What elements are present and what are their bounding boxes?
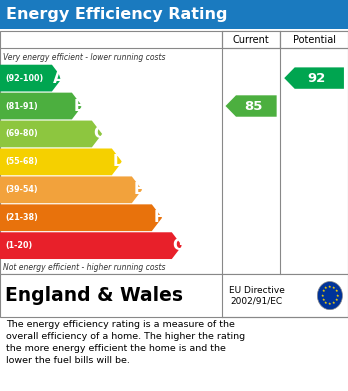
Text: (92-100): (92-100): [5, 74, 44, 83]
Bar: [0, 0, 348, 29]
Text: Potential: Potential: [293, 35, 335, 45]
Text: ★: ★: [321, 298, 325, 302]
Circle shape: [317, 282, 342, 310]
Text: ★: ★: [320, 294, 324, 298]
Text: (1-20): (1-20): [5, 241, 32, 250]
Polygon shape: [0, 176, 142, 203]
Text: (39-54): (39-54): [5, 185, 38, 194]
Text: ★: ★: [335, 298, 339, 302]
Text: ★: ★: [321, 289, 325, 293]
Text: E: E: [134, 182, 144, 197]
Text: 92: 92: [308, 72, 326, 84]
Text: ★: ★: [328, 285, 332, 289]
Text: (81-91): (81-91): [5, 102, 38, 111]
Text: Not energy efficient - higher running costs: Not energy efficient - higher running co…: [3, 263, 166, 272]
Text: B: B: [73, 99, 85, 113]
Text: Current: Current: [233, 35, 269, 45]
Polygon shape: [226, 95, 277, 117]
Text: C: C: [94, 126, 105, 142]
Bar: [222, 31, 280, 48]
Text: EU Directive
2002/91/EC: EU Directive 2002/91/EC: [229, 286, 284, 305]
Bar: [0, 274, 348, 317]
Text: ★: ★: [332, 286, 335, 290]
Polygon shape: [0, 93, 82, 119]
Text: ★: ★: [332, 301, 335, 305]
Text: 85: 85: [245, 100, 263, 113]
Text: (21-38): (21-38): [5, 213, 38, 222]
Text: G: G: [173, 238, 185, 253]
Text: ★: ★: [324, 301, 328, 305]
Text: ★: ★: [328, 303, 332, 307]
Polygon shape: [0, 204, 162, 231]
Bar: [0, 31, 348, 274]
Text: F: F: [154, 210, 164, 225]
Polygon shape: [284, 67, 344, 89]
Text: D: D: [113, 154, 125, 169]
Text: ★: ★: [324, 286, 328, 290]
Text: Energy Efficiency Rating: Energy Efficiency Rating: [6, 7, 228, 22]
Polygon shape: [0, 65, 62, 91]
Polygon shape: [0, 120, 102, 147]
Text: The energy efficiency rating is a measure of the
overall efficiency of a home. T: The energy efficiency rating is a measur…: [6, 320, 245, 365]
Polygon shape: [0, 232, 182, 259]
Polygon shape: [0, 149, 122, 175]
Text: ★: ★: [336, 294, 340, 298]
Bar: [280, 31, 348, 48]
Text: (69-80): (69-80): [5, 129, 38, 138]
Text: (55-68): (55-68): [5, 157, 38, 167]
Text: England & Wales: England & Wales: [5, 286, 183, 305]
Text: ★: ★: [335, 289, 339, 293]
Text: A: A: [53, 71, 65, 86]
Text: Very energy efficient - lower running costs: Very energy efficient - lower running co…: [3, 52, 166, 62]
